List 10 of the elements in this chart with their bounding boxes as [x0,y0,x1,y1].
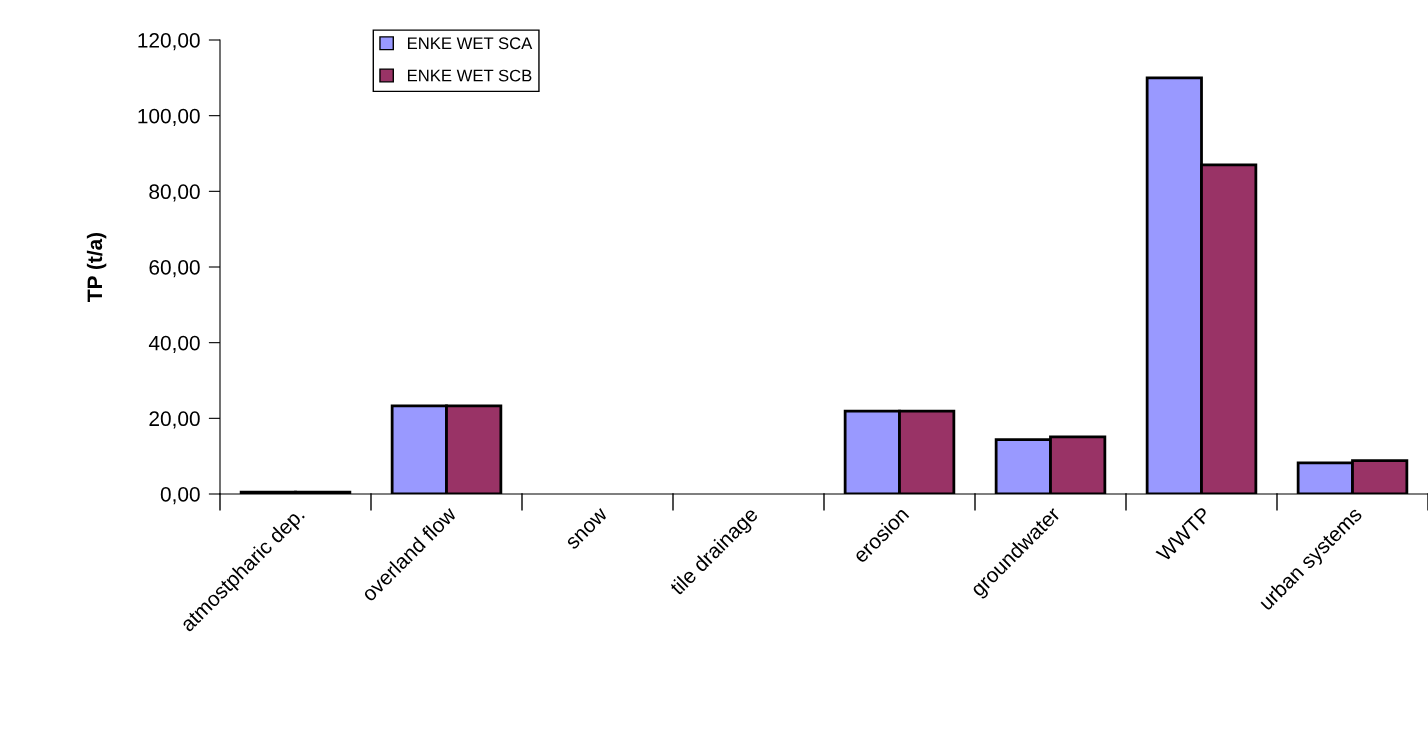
y-tick-label: 60,00 [149,260,200,278]
y-tick-label: 40,00 [148,335,200,353]
y-tick-label: 80,00 [149,184,200,202]
legend-label: ENKE WET SCB [407,69,532,82]
y-tick-label: 0,00 [160,487,200,505]
legend-label: ENKE WET SCA [407,37,533,50]
y-tick-label: 100,00 [138,108,200,126]
y-tick-label: 20,00 [149,411,200,429]
y-tick-label: 120,00 [138,33,200,51]
y-axis-title: TP (t/a) [86,232,107,302]
